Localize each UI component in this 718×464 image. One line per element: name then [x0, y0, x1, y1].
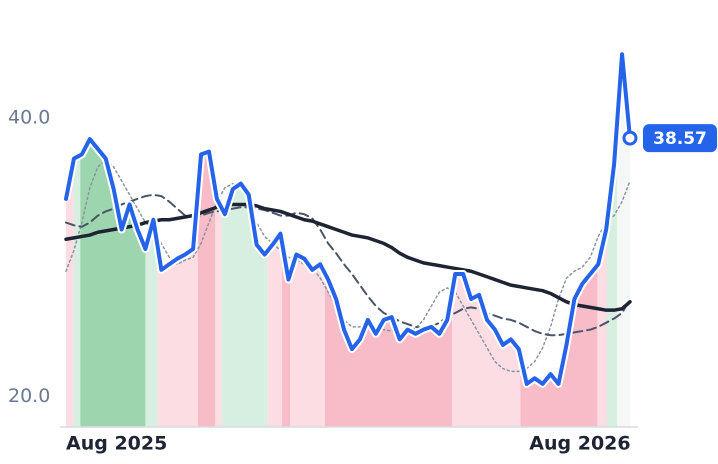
price-badge [643, 124, 717, 153]
x-tick-label: Aug 2026 [529, 433, 630, 455]
price-badge-label: 38.57 [653, 129, 707, 149]
band [145, 54, 158, 427]
y-tick-label: 20.0 [8, 385, 50, 407]
band [606, 54, 618, 427]
last-point [622, 130, 638, 146]
line [64, 202, 632, 312]
y-tick-label: 40.0 [8, 107, 50, 129]
band [215, 54, 222, 427]
x-tick-label: Aug 2025 [66, 433, 167, 455]
line [64, 52, 632, 386]
band [73, 54, 81, 427]
band [157, 54, 198, 427]
band [617, 54, 630, 427]
bands [66, 54, 630, 427]
band [452, 54, 521, 427]
band [66, 54, 74, 427]
line [65, 193, 631, 337]
band [324, 54, 453, 427]
